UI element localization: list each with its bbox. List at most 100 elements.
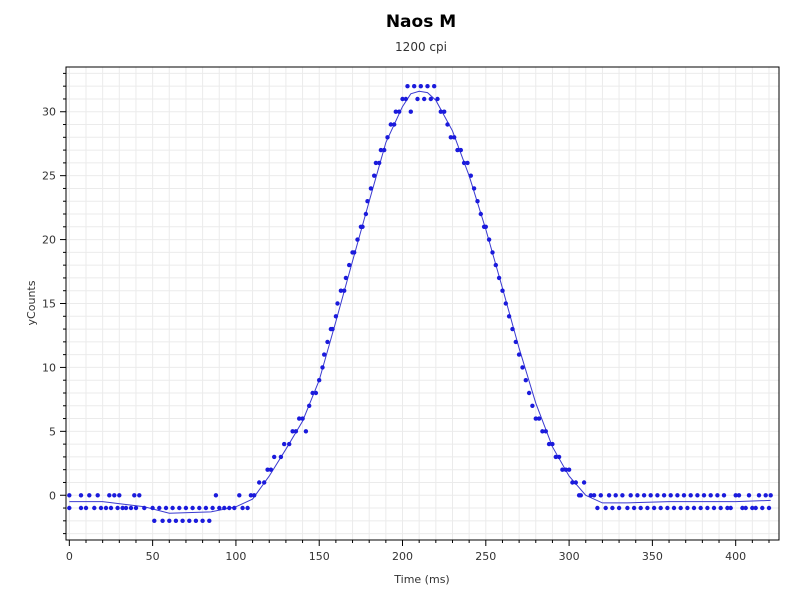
y-tick-label: 10 bbox=[42, 361, 56, 374]
data-point bbox=[628, 493, 633, 498]
data-point bbox=[688, 493, 693, 498]
data-point bbox=[526, 390, 532, 396]
data-point bbox=[581, 480, 587, 485]
data-point bbox=[378, 147, 384, 153]
data-point bbox=[343, 275, 349, 281]
data-point bbox=[432, 84, 437, 89]
data-point bbox=[610, 505, 615, 511]
data-point bbox=[103, 505, 109, 511]
data-point bbox=[382, 147, 387, 153]
data-point bbox=[530, 403, 535, 408]
data-point bbox=[753, 505, 758, 511]
data-point bbox=[330, 326, 335, 332]
data-point bbox=[203, 505, 209, 511]
y-tick-label: 15 bbox=[42, 298, 56, 311]
data-point bbox=[152, 518, 157, 523]
data-point bbox=[133, 505, 139, 511]
y-tick-label: 20 bbox=[42, 234, 56, 247]
data-point bbox=[685, 505, 690, 511]
data-point bbox=[668, 493, 673, 498]
data-point bbox=[240, 505, 245, 511]
data-point bbox=[468, 173, 473, 178]
data-point bbox=[232, 505, 237, 511]
data-point bbox=[560, 467, 565, 472]
data-point bbox=[335, 301, 340, 306]
data-point bbox=[661, 493, 667, 498]
data-point bbox=[170, 505, 175, 511]
data-point bbox=[217, 505, 222, 511]
data-point bbox=[415, 96, 420, 102]
data-point bbox=[616, 505, 622, 511]
data-point bbox=[520, 365, 525, 370]
data-point bbox=[418, 84, 423, 89]
data-point bbox=[483, 224, 488, 229]
data-point bbox=[257, 480, 262, 485]
data-point bbox=[760, 505, 765, 511]
data-point bbox=[278, 454, 284, 460]
x-tick-label: 100 bbox=[225, 550, 246, 563]
data-point bbox=[671, 505, 677, 511]
data-point bbox=[392, 122, 397, 127]
grid-layer bbox=[66, 67, 779, 540]
data-point bbox=[142, 505, 147, 511]
data-point bbox=[553, 454, 558, 460]
data-point bbox=[412, 84, 417, 89]
x-tick-label: 200 bbox=[392, 550, 413, 563]
data-point bbox=[293, 429, 299, 434]
data-point bbox=[588, 493, 593, 498]
data-point bbox=[510, 326, 515, 332]
data-point bbox=[83, 505, 89, 511]
data-point bbox=[540, 429, 545, 434]
data-point bbox=[500, 288, 505, 293]
data-point bbox=[248, 493, 254, 498]
chart-subtitle: 1200 cpi bbox=[395, 40, 447, 54]
data-point bbox=[536, 416, 542, 421]
data-point bbox=[641, 493, 647, 498]
data-point bbox=[620, 493, 625, 498]
data-point bbox=[303, 429, 309, 434]
data-point bbox=[393, 109, 398, 114]
x-tick-label: 150 bbox=[309, 550, 330, 563]
data-point bbox=[563, 467, 568, 472]
data-point bbox=[570, 480, 575, 485]
data-point bbox=[210, 505, 215, 511]
y-tick-label: 5 bbox=[49, 425, 56, 438]
data-point bbox=[207, 518, 212, 523]
data-point bbox=[365, 199, 370, 204]
data-point bbox=[352, 250, 357, 255]
data-point bbox=[631, 505, 637, 511]
data-point bbox=[750, 505, 755, 511]
data-point bbox=[67, 505, 72, 511]
data-point bbox=[87, 493, 92, 498]
data-point bbox=[425, 84, 430, 89]
data-point bbox=[711, 505, 717, 511]
data-point bbox=[78, 493, 84, 498]
data-point bbox=[513, 339, 518, 345]
data-point bbox=[405, 84, 410, 89]
data-point bbox=[625, 505, 630, 511]
y-tick-label: 30 bbox=[42, 106, 56, 119]
data-point bbox=[490, 250, 495, 255]
data-point bbox=[120, 505, 125, 511]
data-point bbox=[428, 96, 433, 102]
data-point bbox=[265, 467, 270, 472]
data-point bbox=[325, 339, 330, 345]
data-point bbox=[193, 518, 199, 523]
data-point bbox=[635, 493, 640, 498]
x-tick-label: 50 bbox=[146, 550, 160, 563]
data-point bbox=[603, 505, 608, 511]
data-point bbox=[675, 493, 680, 498]
data-point bbox=[107, 493, 112, 498]
data-point bbox=[442, 109, 447, 114]
data-point bbox=[262, 480, 267, 485]
data-point bbox=[132, 493, 137, 498]
tick-layer: 0 50 100 150 200 250 300 350 400 0 5 10 15 20 25 30 bbox=[42, 72, 770, 563]
data-point bbox=[372, 173, 377, 178]
data-point bbox=[160, 518, 165, 523]
data-point bbox=[523, 378, 528, 383]
data-point bbox=[478, 211, 483, 217]
data-point bbox=[550, 441, 555, 447]
data-point bbox=[408, 109, 413, 114]
data-point bbox=[648, 493, 653, 498]
data-point bbox=[317, 378, 322, 383]
